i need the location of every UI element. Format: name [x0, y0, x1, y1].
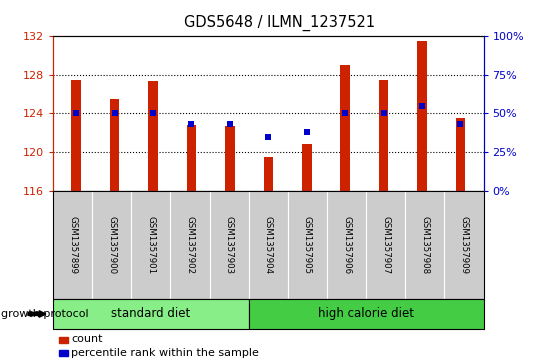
Text: high calorie diet: high calorie diet [318, 307, 414, 321]
Bar [110, 99, 120, 191]
Point [225, 121, 234, 127]
Text: growth protocol: growth protocol [1, 309, 88, 319]
Text: GSM1357909: GSM1357909 [459, 216, 468, 274]
Point [456, 121, 465, 127]
Text: GSM1357903: GSM1357903 [225, 216, 234, 274]
Bar [302, 144, 311, 191]
Text: GDS5648 / ILMN_1237521: GDS5648 / ILMN_1237521 [184, 15, 375, 31]
Text: GSM1357906: GSM1357906 [342, 216, 351, 274]
Bar [340, 65, 350, 191]
Point [379, 110, 388, 116]
Text: GSM1357901: GSM1357901 [146, 216, 155, 274]
Point [302, 129, 311, 135]
Point [149, 110, 158, 116]
Text: GSM1357907: GSM1357907 [381, 216, 390, 274]
Text: percentile rank within the sample: percentile rank within the sample [71, 348, 259, 358]
Bar [187, 125, 196, 191]
Text: GSM1357902: GSM1357902 [186, 216, 195, 274]
Text: GSM1357905: GSM1357905 [303, 216, 312, 274]
Text: GSM1357900: GSM1357900 [107, 216, 116, 274]
Point [264, 134, 273, 139]
Text: count: count [71, 334, 102, 344]
Bar [417, 41, 427, 191]
Point [72, 110, 80, 116]
Text: GSM1357899: GSM1357899 [68, 216, 77, 274]
Point [110, 110, 119, 116]
Point [418, 103, 427, 109]
Bar [148, 81, 158, 191]
Point [187, 121, 196, 127]
Text: GSM1357904: GSM1357904 [264, 216, 273, 274]
Point [340, 110, 350, 116]
Text: standard diet: standard diet [111, 307, 191, 321]
Bar [72, 80, 81, 191]
Bar [379, 80, 389, 191]
Bar [225, 126, 235, 191]
Text: GSM1357908: GSM1357908 [420, 216, 429, 274]
Bar [263, 157, 273, 191]
Bar [456, 118, 465, 191]
